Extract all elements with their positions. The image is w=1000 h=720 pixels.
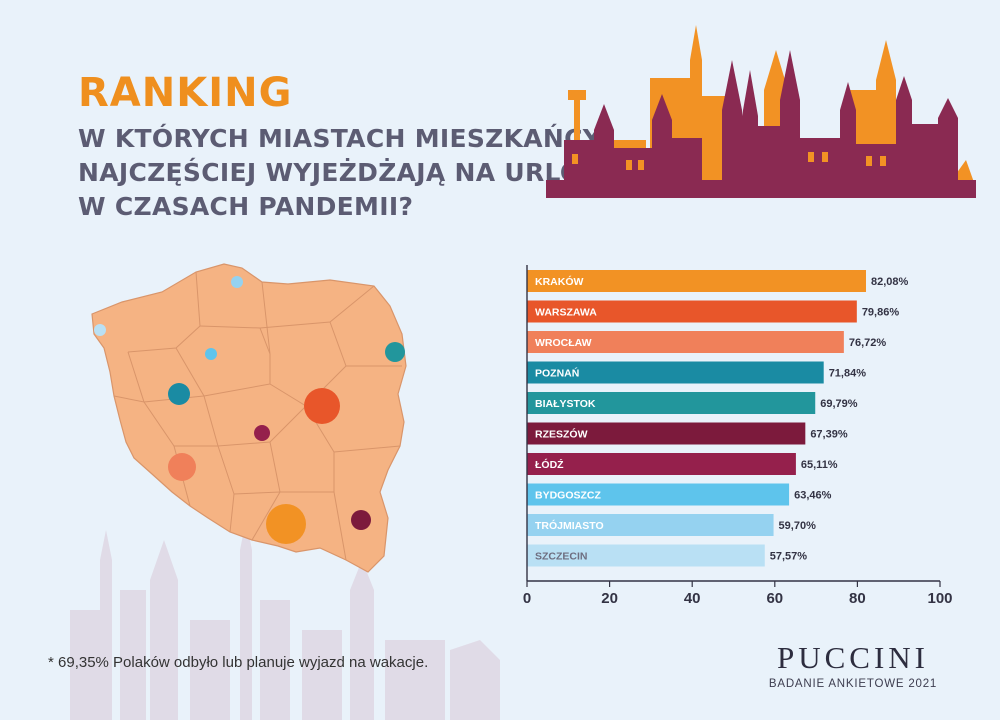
x-tick-label: 100 <box>927 590 952 607</box>
bar-value-label: 57,57% <box>770 551 808 563</box>
bar-category-label: BIAŁYSTOK <box>535 398 596 410</box>
bar-value-label: 69,79% <box>820 398 858 410</box>
bar-rzeszow <box>527 422 806 445</box>
x-tick-label: 0 <box>523 590 531 607</box>
marker-szczecin <box>94 324 106 336</box>
x-ticks-group: 0 20 40 60 80 100 <box>523 581 953 607</box>
bars-group: KRAKÓW 82,08% WARSZAWA 79,86% WROCŁAW 76,72% P… <box>527 270 909 567</box>
poland-shape <box>91 263 407 573</box>
poland-map <box>91 263 407 573</box>
bar-value-label: 65,11% <box>801 459 838 471</box>
heading: RANKING W KTÓRYCH MIASTACH MIESZKAŃCY NA… <box>78 70 601 224</box>
bar-category-label: KRAKÓW <box>535 275 583 288</box>
bar-category-label: POZNAŃ <box>535 367 579 380</box>
marker-wroclaw <box>168 453 196 481</box>
marker-poznan <box>168 383 190 405</box>
x-tick-label: 60 <box>766 590 783 607</box>
bar-category-label: WARSZAWA <box>535 307 597 319</box>
map-markers <box>94 276 405 544</box>
skyline-front-layer <box>546 50 976 198</box>
bar-value-label: 76,72% <box>849 337 887 349</box>
bar-category-label: WROCŁAW <box>535 337 592 349</box>
bar-krakow <box>527 270 866 292</box>
bar-wroclaw <box>527 331 844 353</box>
footnote: * 69,35% Polaków odbyło lub planuje wyja… <box>48 654 429 671</box>
subtitle-line-1: W KTÓRYCH MIASTACH MIESZKAŃCY <box>78 124 602 153</box>
bar-value-label: 82,08% <box>871 276 909 288</box>
brand-subtitle: BADANIE ANKIETOWE 2021 <box>768 678 938 690</box>
bar-warszawa <box>527 300 857 323</box>
marker-rzeszow <box>351 510 371 530</box>
bar-chart: KRAKÓW 82,08% WARSZAWA 79,86% WROCŁAW 76,72% P… <box>523 265 953 607</box>
bar-category-label: ŁÓDŹ <box>535 458 564 471</box>
marker-krakow <box>266 504 306 544</box>
marker-lodz <box>254 425 270 441</box>
marker-warszawa <box>304 388 340 424</box>
background-skyline <box>70 520 500 720</box>
bar-category-label: TRÓJMIASTO <box>535 519 604 532</box>
subtitle-line-3: W CZASACH PANDEMII? <box>78 192 414 221</box>
brand-name: PUCCINI <box>776 640 929 675</box>
bar-value-label: 59,70% <box>779 520 817 532</box>
bar-category-label: RZESZÓW <box>535 428 588 441</box>
skyline-illustration <box>546 25 976 198</box>
bar-poznan <box>527 361 824 384</box>
bar-category-label: BYDGOSZCZ <box>535 490 602 502</box>
bar-value-label: 79,86% <box>862 307 900 319</box>
bar-bialystok <box>527 392 816 414</box>
x-tick-label: 40 <box>684 590 701 607</box>
x-tick-label: 20 <box>601 590 618 607</box>
marker-trojmiasto <box>231 276 243 288</box>
brand-logo: PUCCINI BADANIE ANKIETOWE 2021 <box>766 640 940 690</box>
bar-value-label: 67,39% <box>810 429 848 441</box>
bar-value-label: 63,46% <box>794 490 832 502</box>
bar-szczecin <box>527 544 765 567</box>
marker-bialystok <box>385 342 405 362</box>
bar-value-label: 71,84% <box>829 368 867 380</box>
bar-lodz <box>527 453 796 475</box>
subtitle-line-2: NAJCZĘŚCIEJ WYJEŻDŻAJĄ NA URLOP <box>78 158 601 187</box>
bar-bydgoszcz <box>527 483 790 506</box>
bar-trojmiasto <box>527 514 774 536</box>
bar-category-label: SZCZECIN <box>535 551 588 563</box>
marker-bydgoszcz <box>205 348 217 360</box>
page-title: RANKING <box>78 70 293 116</box>
x-tick-label: 80 <box>849 590 866 607</box>
